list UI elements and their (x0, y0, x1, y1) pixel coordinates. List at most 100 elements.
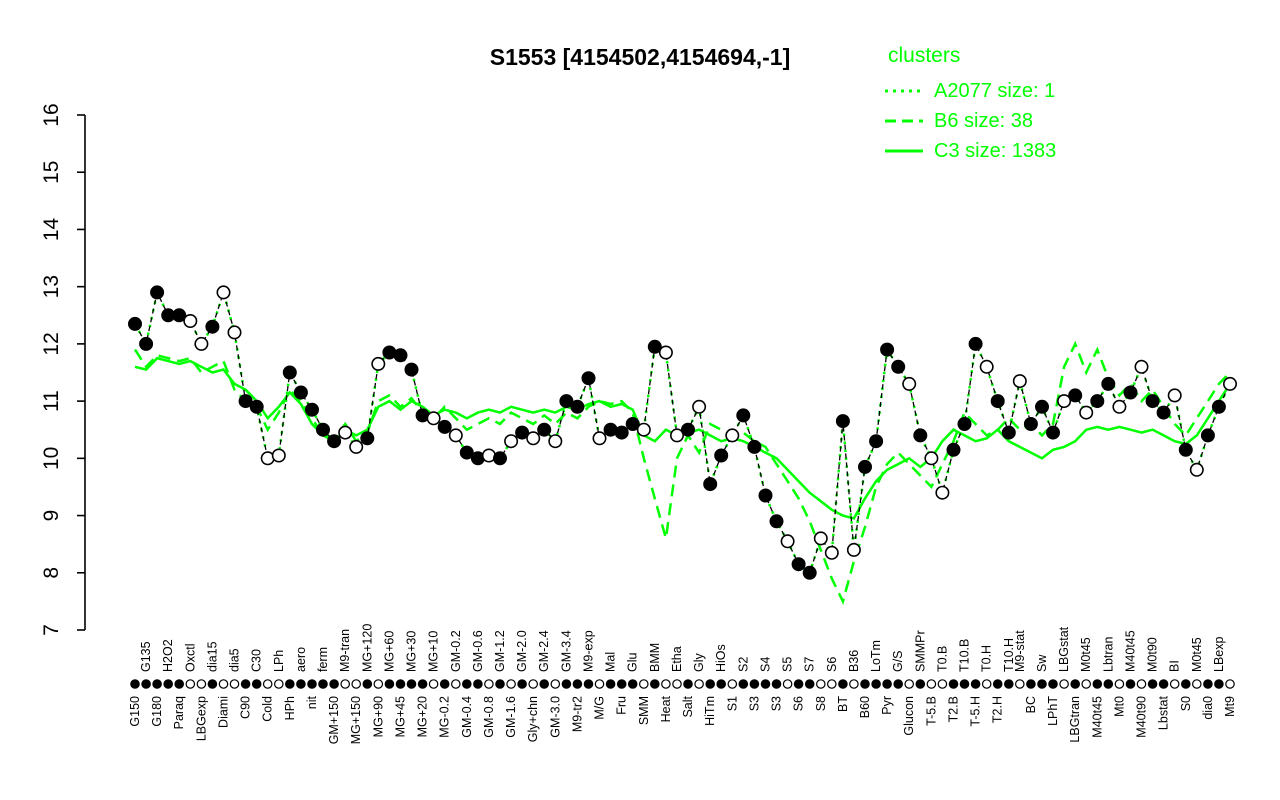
condition-label: C30 (250, 649, 264, 672)
condition-label: GM-0.2 (449, 630, 463, 672)
data-point (1057, 394, 1072, 409)
condition-marker (307, 679, 317, 689)
series-line-s1553 (134, 290, 1231, 574)
y-axis-tick-label: 10 (40, 447, 63, 470)
condition-marker (782, 679, 793, 689)
condition-label: GM-3.0 (548, 696, 562, 738)
data-point (780, 534, 795, 549)
condition-marker (340, 679, 350, 689)
condition-label: MG+30 (405, 631, 419, 672)
data-point (592, 431, 607, 446)
condition-label: Diami (216, 696, 230, 728)
data-point (293, 385, 308, 400)
condition-label: HiOs (714, 644, 728, 672)
condition-label: B36 (847, 650, 861, 672)
data-point (736, 408, 751, 423)
condition-label: S3 (770, 696, 784, 711)
condition-label: Lbstat (1157, 695, 1171, 730)
condition-label: G150 (128, 696, 142, 727)
data-point (835, 414, 850, 429)
condition-marker-strip (130, 679, 1235, 689)
condition-label: S5 (781, 657, 795, 672)
solid-line-icon (885, 149, 923, 153)
condition-marker (771, 679, 782, 689)
condition-label: T0.B (935, 646, 949, 672)
condition-label: T-5.H (969, 696, 983, 727)
data-point (1101, 376, 1116, 391)
condition-label: Mt9 (1223, 696, 1237, 717)
condition-marker (1136, 679, 1147, 689)
condition-label: G135 (139, 641, 153, 672)
condition-marker (395, 679, 406, 689)
condition-marker (1181, 679, 1191, 689)
data-point (128, 316, 143, 331)
condition-marker (572, 679, 583, 689)
data-point (1223, 376, 1238, 391)
condition-marker (804, 679, 815, 689)
data-point (515, 425, 530, 440)
condition-marker (1147, 679, 1158, 689)
condition-label: LoTm (869, 640, 883, 672)
condition-marker (694, 679, 704, 689)
condition-label: SMMPr (913, 630, 927, 672)
legend-entry-a2077: A2077 size: 1 (884, 76, 1056, 106)
condition-label: Mt0 (1112, 696, 1126, 717)
data-point (360, 431, 375, 446)
data-point (913, 428, 928, 443)
condition-label: S6 (792, 696, 806, 711)
condition-label: GM-1.6 (504, 696, 518, 738)
data-point (537, 422, 552, 437)
data-point (249, 399, 264, 414)
dashed-line-icon (885, 119, 923, 123)
y-axis-tick-label: 9 (40, 510, 63, 522)
condition-marker (484, 679, 494, 689)
condition-marker (130, 679, 140, 689)
condition-label: M9-exp (581, 630, 595, 672)
condition-marker (1169, 679, 1180, 689)
legend-entry-label: B6 size: 38 (934, 109, 1033, 132)
condition-marker (284, 679, 295, 689)
data-point (658, 345, 673, 360)
data-point (946, 442, 961, 457)
data-point (1134, 359, 1149, 374)
condition-label: T2.H (991, 696, 1005, 723)
condition-label: aero (294, 647, 308, 672)
data-point (459, 445, 474, 460)
condition-marker (826, 679, 837, 689)
condition-marker (749, 679, 760, 689)
condition-marker (362, 679, 373, 689)
data-point (194, 336, 209, 351)
condition-marker (229, 679, 240, 689)
data-point (448, 428, 463, 443)
condition-marker (517, 679, 527, 689)
condition-marker (506, 679, 516, 689)
condition-label: T10.H (1002, 638, 1016, 672)
condition-label: Gly+chn (526, 696, 540, 742)
data-point (205, 319, 220, 334)
condition-label: HiTm (703, 696, 717, 726)
condition-label: S2 (736, 657, 750, 672)
data-point (869, 434, 884, 449)
condition-label: M9-tr2 (570, 696, 584, 732)
data-point (990, 394, 1005, 409)
condition-marker (849, 679, 859, 689)
data-point (802, 565, 817, 580)
condition-marker (1114, 679, 1125, 689)
cluster-lines (133, 288, 1232, 605)
data-point (1123, 385, 1138, 400)
condition-label: MG+150 (349, 696, 363, 744)
condition-marker (1225, 679, 1235, 689)
data-point (349, 439, 364, 454)
data-point (1167, 388, 1182, 403)
data-point (636, 422, 651, 437)
data-point (891, 359, 906, 374)
data-point (625, 416, 640, 431)
condition-label: LBGstat (1057, 626, 1071, 672)
data-point (979, 359, 994, 374)
data-point (957, 416, 972, 431)
condition-marker (672, 679, 682, 689)
condition-marker (1048, 679, 1058, 689)
condition-marker (959, 679, 970, 689)
condition-labels: G150 G135 G180 H2O2 Paraq Oxctl LBGexp dia15 Dia… (128, 624, 1237, 745)
